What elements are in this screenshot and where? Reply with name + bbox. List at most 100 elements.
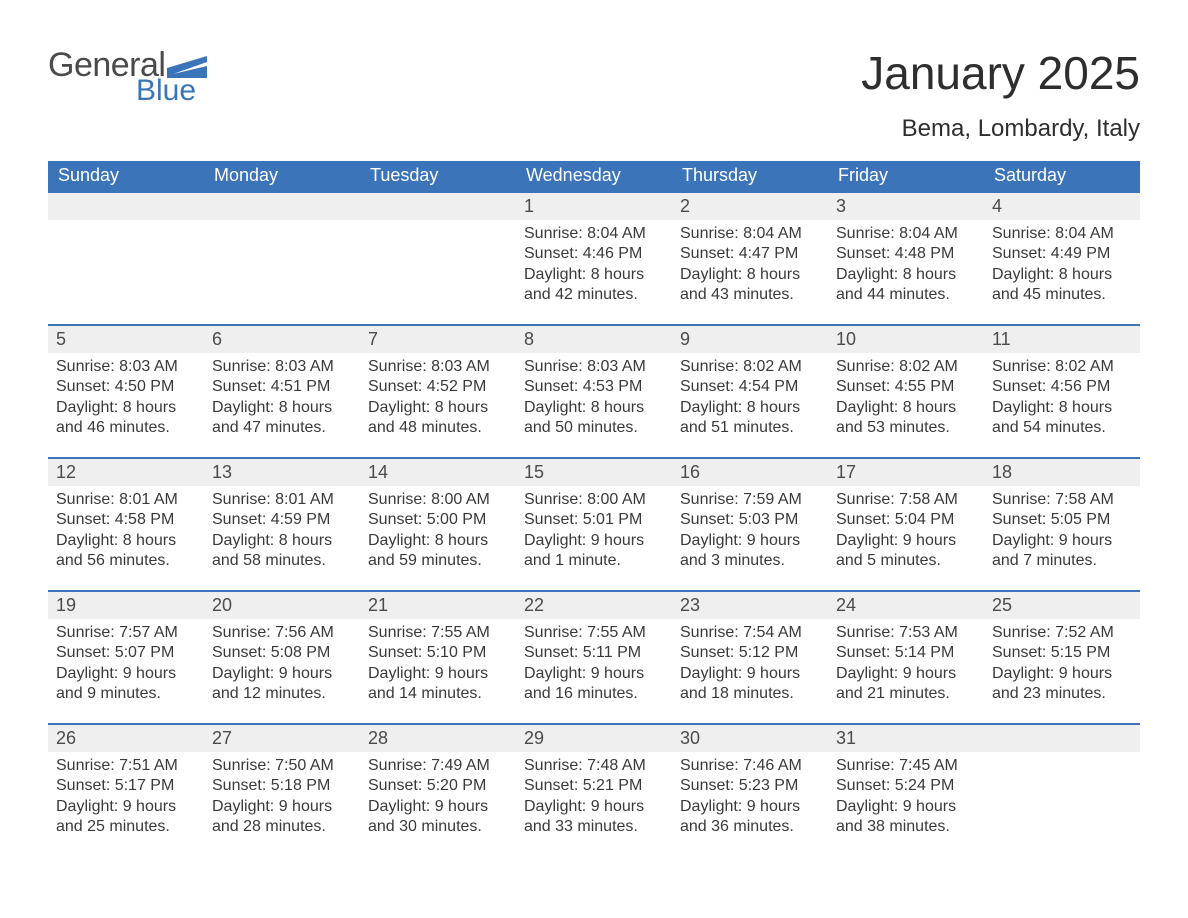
day-number	[48, 193, 204, 220]
daylight-text: Daylight: 8 hours and 44 minutes.	[836, 265, 976, 306]
calendar-header: Sunday Monday Tuesday Wednesday Thursday…	[48, 161, 1140, 192]
sunset-text: Sunset: 5:23 PM	[680, 776, 820, 796]
day-number	[204, 193, 360, 220]
calendar-cell: 9Sunrise: 8:02 AMSunset: 4:54 PMDaylight…	[672, 325, 828, 458]
sunset-text: Sunset: 4:48 PM	[836, 244, 976, 264]
calendar-cell: 21Sunrise: 7:55 AMSunset: 5:10 PMDayligh…	[360, 591, 516, 724]
header-row: General Blue January 2025 Bema, Lombardy…	[48, 48, 1140, 143]
day-number: 9	[672, 326, 828, 353]
calendar-week: 5Sunrise: 8:03 AMSunset: 4:50 PMDaylight…	[48, 325, 1140, 458]
sunrise-text: Sunrise: 7:59 AM	[680, 490, 820, 510]
sunset-text: Sunset: 4:51 PM	[212, 377, 352, 397]
daylight-text: Daylight: 9 hours and 28 minutes.	[212, 797, 352, 838]
day-number: 30	[672, 725, 828, 752]
day-header: Tuesday	[360, 161, 516, 192]
logo-word-blue: Blue	[136, 76, 207, 106]
day-number: 2	[672, 193, 828, 220]
day-body: Sunrise: 8:02 AMSunset: 4:54 PMDaylight:…	[672, 353, 828, 457]
day-number: 18	[984, 459, 1140, 486]
sunset-text: Sunset: 5:17 PM	[56, 776, 196, 796]
sunrise-text: Sunrise: 7:56 AM	[212, 623, 352, 643]
sunrise-text: Sunrise: 8:04 AM	[524, 224, 664, 244]
calendar-cell: 27Sunrise: 7:50 AMSunset: 5:18 PMDayligh…	[204, 724, 360, 856]
sunrise-text: Sunrise: 7:58 AM	[992, 490, 1132, 510]
day-number	[984, 725, 1140, 752]
calendar-cell: 26Sunrise: 7:51 AMSunset: 5:17 PMDayligh…	[48, 724, 204, 856]
daylight-text: Daylight: 8 hours and 43 minutes.	[680, 265, 820, 306]
day-body: Sunrise: 8:04 AMSunset: 4:49 PMDaylight:…	[984, 220, 1140, 324]
day-body: Sunrise: 7:50 AMSunset: 5:18 PMDaylight:…	[204, 752, 360, 856]
sunrise-text: Sunrise: 7:53 AM	[836, 623, 976, 643]
day-number: 8	[516, 326, 672, 353]
calendar-cell: 20Sunrise: 7:56 AMSunset: 5:08 PMDayligh…	[204, 591, 360, 724]
calendar-cell: 12Sunrise: 8:01 AMSunset: 4:58 PMDayligh…	[48, 458, 204, 591]
sunrise-text: Sunrise: 8:03 AM	[368, 357, 508, 377]
day-number: 5	[48, 326, 204, 353]
sunset-text: Sunset: 5:04 PM	[836, 510, 976, 530]
sunrise-text: Sunrise: 8:04 AM	[680, 224, 820, 244]
day-body: Sunrise: 7:45 AMSunset: 5:24 PMDaylight:…	[828, 752, 984, 856]
day-number: 16	[672, 459, 828, 486]
sunset-text: Sunset: 5:05 PM	[992, 510, 1132, 530]
daylight-text: Daylight: 9 hours and 38 minutes.	[836, 797, 976, 838]
sunrise-text: Sunrise: 8:02 AM	[992, 357, 1132, 377]
daylight-text: Daylight: 9 hours and 23 minutes.	[992, 664, 1132, 705]
day-number: 27	[204, 725, 360, 752]
day-header: Thursday	[672, 161, 828, 192]
calendar-cell	[360, 192, 516, 325]
sunset-text: Sunset: 5:10 PM	[368, 643, 508, 663]
calendar-cell: 2 Sunrise: 8:04 AMSunset: 4:47 PMDaylight…	[672, 192, 828, 325]
day-body: Sunrise: 7:58 AMSunset: 5:05 PMDaylight:…	[984, 486, 1140, 590]
calendar-cell: 24Sunrise: 7:53 AMSunset: 5:14 PMDayligh…	[828, 591, 984, 724]
sunrise-text: Sunrise: 7:49 AM	[368, 756, 508, 776]
daylight-text: Daylight: 9 hours and 36 minutes.	[680, 797, 820, 838]
day-number: 28	[360, 725, 516, 752]
daylight-text: Daylight: 8 hours and 48 minutes.	[368, 398, 508, 439]
daylight-text: Daylight: 9 hours and 1 minute.	[524, 531, 664, 572]
daylight-text: Daylight: 8 hours and 54 minutes.	[992, 398, 1132, 439]
day-number: 25	[984, 592, 1140, 619]
day-body: Sunrise: 8:03 AMSunset: 4:50 PMDaylight:…	[48, 353, 204, 457]
daylight-text: Daylight: 8 hours and 42 minutes.	[524, 265, 664, 306]
sunrise-text: Sunrise: 7:50 AM	[212, 756, 352, 776]
sunset-text: Sunset: 4:52 PM	[368, 377, 508, 397]
daylight-text: Daylight: 9 hours and 9 minutes.	[56, 664, 196, 705]
day-body: Sunrise: 8:02 AMSunset: 4:55 PMDaylight:…	[828, 353, 984, 457]
day-body: Sunrise: 7:51 AMSunset: 5:17 PMDaylight:…	[48, 752, 204, 856]
sunset-text: Sunset: 4:47 PM	[680, 244, 820, 264]
daylight-text: Daylight: 9 hours and 30 minutes.	[368, 797, 508, 838]
day-body: Sunrise: 7:53 AMSunset: 5:14 PMDaylight:…	[828, 619, 984, 723]
day-number: 13	[204, 459, 360, 486]
calendar-week: 1Sunrise: 8:04 AMSunset: 4:46 PMDaylight…	[48, 192, 1140, 325]
day-number: 21	[360, 592, 516, 619]
day-header: Wednesday	[516, 161, 672, 192]
day-body: Sunrise: 8:03 AMSunset: 4:53 PMDaylight:…	[516, 353, 672, 457]
sunset-text: Sunset: 5:00 PM	[368, 510, 508, 530]
calendar-cell: 22Sunrise: 7:55 AMSunset: 5:11 PMDayligh…	[516, 591, 672, 724]
calendar-cell: 17Sunrise: 7:58 AMSunset: 5:04 PMDayligh…	[828, 458, 984, 591]
day-body: Sunrise: 7:55 AMSunset: 5:11 PMDaylight:…	[516, 619, 672, 723]
sunrise-text: Sunrise: 8:01 AM	[212, 490, 352, 510]
day-body: Sunrise: 7:58 AMSunset: 5:04 PMDaylight:…	[828, 486, 984, 590]
day-header: Monday	[204, 161, 360, 192]
day-header: Friday	[828, 161, 984, 192]
day-number: 1	[516, 193, 672, 220]
sunrise-text: Sunrise: 7:46 AM	[680, 756, 820, 776]
sunset-text: Sunset: 5:07 PM	[56, 643, 196, 663]
day-body: Sunrise: 7:55 AMSunset: 5:10 PMDaylight:…	[360, 619, 516, 723]
day-number: 17	[828, 459, 984, 486]
sunrise-text: Sunrise: 7:58 AM	[836, 490, 976, 510]
day-number: 31	[828, 725, 984, 752]
daylight-text: Daylight: 9 hours and 16 minutes.	[524, 664, 664, 705]
daylight-text: Daylight: 9 hours and 14 minutes.	[368, 664, 508, 705]
day-body: Sunrise: 7:54 AMSunset: 5:12 PMDaylight:…	[672, 619, 828, 723]
day-body: Sunrise: 7:57 AMSunset: 5:07 PMDaylight:…	[48, 619, 204, 723]
daylight-text: Daylight: 9 hours and 5 minutes.	[836, 531, 976, 572]
calendar-cell: 29Sunrise: 7:48 AMSunset: 5:21 PMDayligh…	[516, 724, 672, 856]
day-body: Sunrise: 8:02 AMSunset: 4:56 PMDaylight:…	[984, 353, 1140, 457]
calendar-cell: 18Sunrise: 7:58 AMSunset: 5:05 PMDayligh…	[984, 458, 1140, 591]
day-number: 15	[516, 459, 672, 486]
day-body: Sunrise: 8:04 AMSunset: 4:48 PMDaylight:…	[828, 220, 984, 324]
sunrise-text: Sunrise: 7:52 AM	[992, 623, 1132, 643]
sunset-text: Sunset: 5:24 PM	[836, 776, 976, 796]
